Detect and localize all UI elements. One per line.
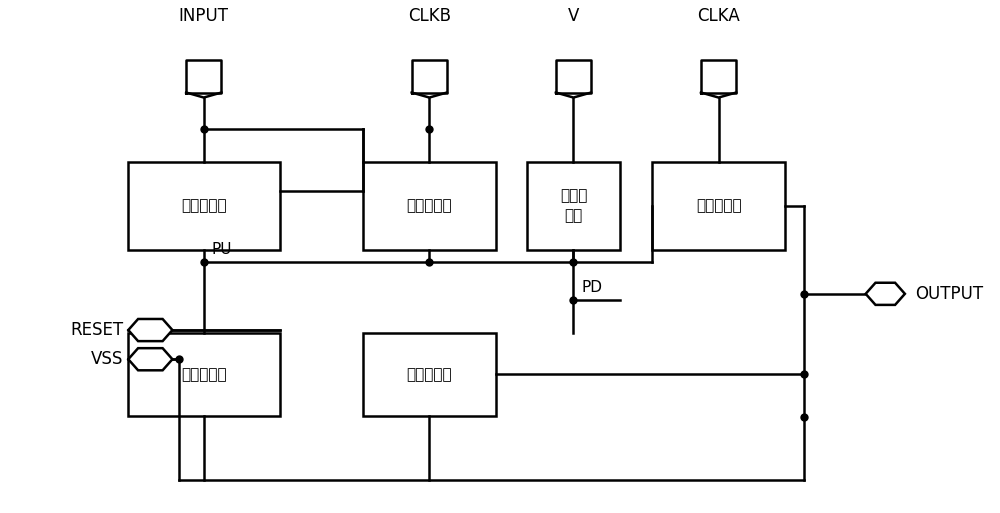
Bar: [527, 162, 620, 250]
Text: PU: PU: [212, 242, 232, 258]
Text: 输出子电路: 输出子电路: [696, 198, 741, 213]
Bar: [128, 162, 280, 250]
Text: CLKB: CLKB: [408, 7, 451, 25]
Bar: [186, 60, 221, 92]
Text: CLKA: CLKA: [697, 7, 740, 25]
Text: INPUT: INPUT: [179, 7, 229, 25]
Text: OUTPUT: OUTPUT: [915, 285, 983, 303]
Text: 控制子
电路: 控制子 电路: [560, 188, 587, 223]
Text: RESET: RESET: [70, 321, 123, 339]
Polygon shape: [128, 348, 172, 370]
Polygon shape: [128, 319, 172, 341]
Text: 上拉子电路: 上拉子电路: [407, 198, 452, 213]
Bar: [128, 333, 280, 416]
Text: 下拉子电路: 下拉子电路: [407, 367, 452, 382]
Text: 输入子电路: 输入子电路: [181, 198, 227, 213]
Bar: [412, 60, 447, 92]
Text: 复位子电路: 复位子电路: [181, 367, 227, 382]
Text: PD: PD: [581, 280, 602, 295]
Bar: [652, 162, 785, 250]
Bar: [363, 333, 496, 416]
Polygon shape: [866, 283, 905, 305]
Text: VSS: VSS: [91, 350, 123, 368]
Bar: [556, 60, 591, 92]
Text: V: V: [568, 7, 579, 25]
Bar: [701, 60, 736, 92]
Bar: [363, 162, 496, 250]
